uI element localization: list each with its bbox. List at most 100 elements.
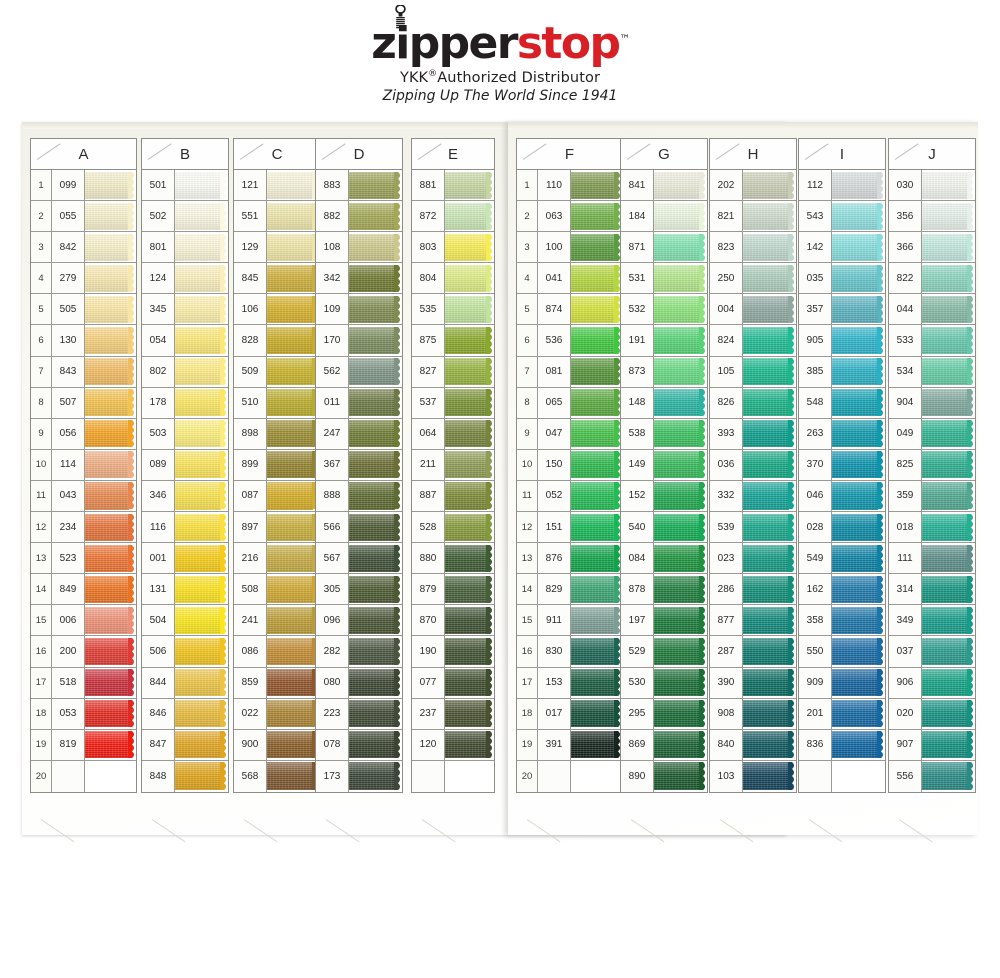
swatch-row[interactable]: 096 (316, 605, 402, 637)
swatch-row[interactable]: 844 (142, 667, 228, 699)
swatch-row[interactable]: 197 (621, 605, 707, 637)
swatch-row[interactable]: 508 (234, 574, 320, 606)
swatch-row[interactable]: 202 (710, 170, 796, 202)
color-swatch[interactable] (571, 232, 622, 263)
swatch-row[interactable]: 142 (799, 232, 885, 264)
swatch-row[interactable]: 532 (621, 294, 707, 326)
color-swatch[interactable] (571, 636, 622, 667)
swatch-row[interactable]: 049 (889, 418, 975, 450)
color-swatch[interactable] (654, 480, 707, 512)
swatch-row[interactable]: 367 (316, 449, 402, 481)
swatch-row[interactable]: 882 (316, 201, 402, 233)
swatch-row[interactable]: 537 (412, 387, 494, 419)
swatch-row[interactable]: 897 (234, 512, 320, 544)
swatch-row[interactable]: 11 043 (31, 480, 136, 513)
swatch-row[interactable]: 12 151 (517, 512, 622, 544)
swatch-row[interactable]: 190 (412, 636, 494, 668)
color-swatch[interactable] (832, 667, 885, 698)
swatch-row[interactable]: 19 819 (31, 729, 136, 761)
swatch-row[interactable]: 804 (412, 263, 494, 295)
swatch-row[interactable]: 077 (412, 667, 494, 699)
color-swatch[interactable] (267, 170, 320, 201)
swatch-row[interactable]: 900 (234, 729, 320, 761)
color-swatch[interactable] (654, 512, 707, 543)
swatch-row[interactable]: 080 (316, 667, 402, 699)
swatch-row[interactable]: 359 (889, 480, 975, 513)
swatch-row[interactable]: 909 (799, 667, 885, 699)
swatch-row[interactable]: 282 (316, 636, 402, 668)
color-swatch[interactable] (743, 294, 796, 325)
swatch-row[interactable]: 17 518 (31, 667, 136, 699)
color-swatch[interactable] (571, 263, 622, 294)
swatch-row[interactable]: 12 234 (31, 512, 136, 544)
swatch-row[interactable]: 506 (142, 636, 228, 668)
color-swatch[interactable] (832, 325, 885, 356)
color-swatch[interactable] (349, 698, 402, 729)
color-swatch[interactable] (175, 170, 228, 201)
color-swatch[interactable] (571, 294, 622, 325)
swatch-row[interactable]: 250 (710, 263, 796, 295)
color-swatch[interactable] (175, 636, 228, 667)
swatch-row[interactable]: 346 (142, 480, 228, 513)
color-swatch[interactable] (175, 480, 228, 512)
swatch-row[interactable]: 173 (316, 760, 402, 792)
swatch-row[interactable]: 16 830 (517, 636, 622, 668)
color-swatch[interactable] (85, 387, 136, 418)
color-swatch[interactable] (349, 512, 402, 543)
color-swatch[interactable] (445, 480, 494, 512)
color-swatch[interactable] (349, 387, 402, 418)
color-swatch[interactable] (267, 232, 320, 263)
swatch-row[interactable]: 907 (889, 729, 975, 761)
color-swatch[interactable] (175, 729, 228, 760)
swatch-row[interactable]: 148 (621, 387, 707, 419)
color-swatch[interactable] (922, 636, 975, 667)
color-swatch[interactable] (571, 574, 622, 605)
swatch-row[interactable]: 8 065 (517, 387, 622, 419)
swatch-row[interactable]: 898 (234, 418, 320, 450)
color-swatch[interactable] (922, 356, 975, 387)
swatch-row[interactable]: 566 (316, 512, 402, 544)
color-swatch[interactable] (743, 201, 796, 232)
color-swatch[interactable] (267, 480, 320, 512)
swatch-row[interactable]: 152 (621, 480, 707, 513)
color-swatch[interactable] (349, 760, 402, 792)
color-swatch[interactable] (85, 698, 136, 729)
swatch-row[interactable]: 030 (889, 170, 975, 202)
color-swatch[interactable] (445, 325, 494, 356)
swatch-row[interactable]: 538 (621, 418, 707, 450)
swatch-row[interactable]: 501 (142, 170, 228, 202)
color-swatch[interactable] (445, 636, 494, 667)
swatch-row[interactable]: 287 (710, 636, 796, 668)
swatch-row[interactable]: 170 (316, 325, 402, 357)
color-swatch[interactable] (571, 387, 622, 418)
color-swatch[interactable] (85, 480, 136, 512)
color-swatch[interactable] (267, 387, 320, 418)
color-swatch[interactable] (571, 543, 622, 574)
swatch-row[interactable]: 823 (710, 232, 796, 264)
swatch-row[interactable]: 535 (412, 294, 494, 326)
swatch-row[interactable]: 089 (142, 449, 228, 481)
swatch-row[interactable]: 871 (621, 232, 707, 264)
color-swatch[interactable] (922, 512, 975, 543)
swatch-row[interactable]: 803 (412, 232, 494, 264)
color-swatch[interactable] (445, 418, 494, 449)
swatch-row[interactable]: 390 (710, 667, 796, 699)
swatch-row[interactable]: 6 536 (517, 325, 622, 357)
color-swatch[interactable] (267, 449, 320, 480)
color-swatch[interactable] (922, 201, 975, 232)
swatch-row[interactable]: 825 (889, 449, 975, 481)
color-swatch[interactable] (175, 294, 228, 325)
swatch-row[interactable]: 528 (412, 512, 494, 544)
color-swatch[interactable] (571, 605, 622, 636)
swatch-row[interactable]: 890 (621, 760, 707, 792)
color-swatch[interactable] (175, 232, 228, 263)
color-swatch[interactable] (922, 667, 975, 698)
swatch-row[interactable]: 124 (142, 263, 228, 295)
color-swatch[interactable] (571, 667, 622, 698)
color-swatch[interactable] (654, 636, 707, 667)
swatch-row[interactable]: 840 (710, 729, 796, 761)
swatch-row[interactable]: 5 874 (517, 294, 622, 326)
swatch-row[interactable]: 109 (316, 294, 402, 326)
color-swatch[interactable] (175, 356, 228, 387)
swatch-row[interactable]: 826 (710, 387, 796, 419)
